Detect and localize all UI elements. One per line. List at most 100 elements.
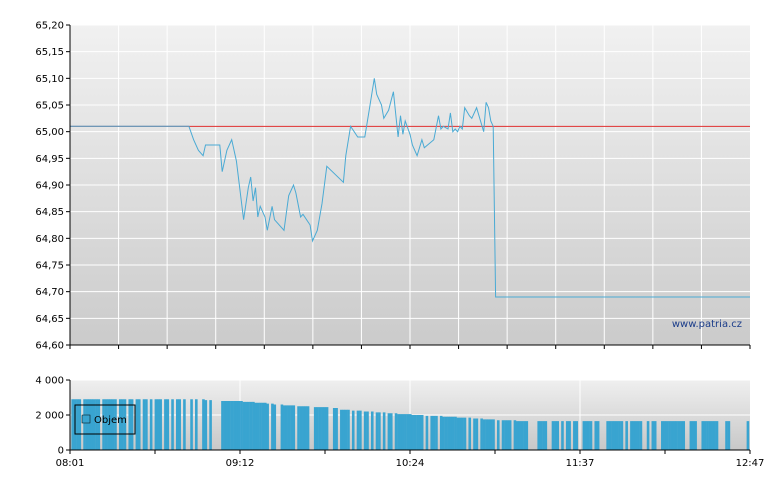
volume-bar [475, 418, 479, 450]
volume-bar [135, 399, 139, 450]
volume-bar [677, 421, 681, 450]
volume-bar [665, 421, 669, 450]
volume-bar [394, 413, 398, 450]
volume-bar [708, 421, 712, 450]
volume-bar [249, 401, 253, 450]
volume-bar [501, 420, 505, 450]
watermark-text: www.patria.cz [672, 319, 742, 330]
volume-bar [254, 402, 258, 450]
volume-bar [287, 405, 291, 450]
volume-bar [242, 401, 246, 450]
volume-bar [183, 399, 186, 450]
volume-bar [321, 407, 324, 450]
volume-bar [261, 402, 265, 450]
volume-bar [682, 421, 686, 450]
volume-bar [606, 421, 609, 450]
volume-bar [149, 399, 153, 450]
price-series-line [70, 78, 750, 298]
volume-bar [746, 421, 750, 450]
legend-swatch-icon [81, 414, 91, 424]
volume-bar [401, 414, 405, 450]
volume-bar [237, 401, 241, 450]
volume-bar [404, 414, 407, 450]
volume-bar [378, 412, 381, 450]
volume-bar [159, 399, 162, 450]
volume-bar [675, 421, 678, 450]
volume-bar [92, 399, 96, 450]
volume-bar [128, 399, 132, 450]
volume-bar [256, 402, 260, 450]
volume-bar [347, 409, 350, 450]
volume-bar [259, 402, 262, 450]
volume-bar [513, 420, 517, 450]
time-x-tick-labels: 08:01 09:12 10:24 11:37 12:47 [56, 458, 765, 469]
volume-bar [97, 399, 101, 450]
volume-bar [178, 399, 181, 450]
price-y-tick-label: 64,75 [35, 261, 64, 272]
volume-bar [235, 401, 239, 450]
volume-bar [589, 421, 593, 450]
volume-bar [382, 412, 386, 450]
volume-bar [204, 400, 208, 450]
volume-bar [670, 421, 674, 450]
volume-bar [575, 421, 579, 450]
price-y-tick-label: 64,80 [35, 234, 64, 245]
volume-bar [225, 401, 229, 450]
price-y-tick-label: 64,85 [35, 207, 64, 218]
volume-bar [209, 400, 212, 450]
volume-bar [525, 421, 529, 450]
volume-bar [118, 399, 122, 450]
volume-bar [672, 421, 676, 450]
volume-bar [504, 420, 507, 450]
price-y-tick-label: 65,05 [35, 101, 64, 112]
volume-bar [668, 421, 671, 450]
volume-bar [520, 421, 524, 450]
volume-bar [518, 421, 521, 450]
volume-bar [344, 409, 348, 450]
volume-bar [701, 421, 705, 450]
legend-box [74, 404, 136, 435]
volume-bar [299, 406, 303, 450]
volume-bar [523, 421, 526, 450]
volume-bar [594, 421, 598, 450]
price-y-tick-label: 64,65 [35, 314, 64, 325]
volume-bar [492, 419, 495, 450]
volume-bar [456, 417, 460, 450]
volume-bar [496, 420, 500, 450]
volume-bar [596, 421, 600, 450]
time-x-tick-label: 11:37 [566, 458, 595, 469]
volume-bar [587, 421, 590, 450]
volume-bar [482, 419, 486, 450]
volume-bar [406, 414, 410, 450]
volume-bar [454, 416, 457, 450]
volume-bar [618, 421, 621, 450]
volume-bar [121, 399, 124, 450]
legend-label: Objem [94, 415, 127, 426]
volume-bar [389, 413, 393, 450]
volume-bar [420, 415, 424, 450]
volume-bar [302, 406, 305, 450]
volume-bar [584, 421, 588, 450]
volume-bar [539, 421, 543, 450]
volume-bar [582, 421, 586, 450]
volume-bar [515, 421, 519, 450]
volume-bar [304, 406, 307, 450]
volume-bar [297, 406, 300, 450]
volume-bar [230, 401, 234, 450]
volume-bar [156, 399, 160, 450]
volume-bar [661, 421, 664, 450]
volume-bar [611, 421, 614, 450]
volume-bar [703, 421, 707, 450]
volume-bar [691, 421, 695, 450]
volume-bar [332, 408, 336, 450]
volume-bar [221, 401, 224, 450]
volume-bar [340, 409, 343, 450]
volume-bar [370, 411, 374, 450]
volume-bar [715, 421, 719, 450]
volume-bar [233, 401, 236, 450]
volume-bar [561, 421, 564, 450]
volume-bar [725, 421, 728, 450]
volume-bar [202, 399, 205, 450]
volume-bar [359, 410, 362, 450]
